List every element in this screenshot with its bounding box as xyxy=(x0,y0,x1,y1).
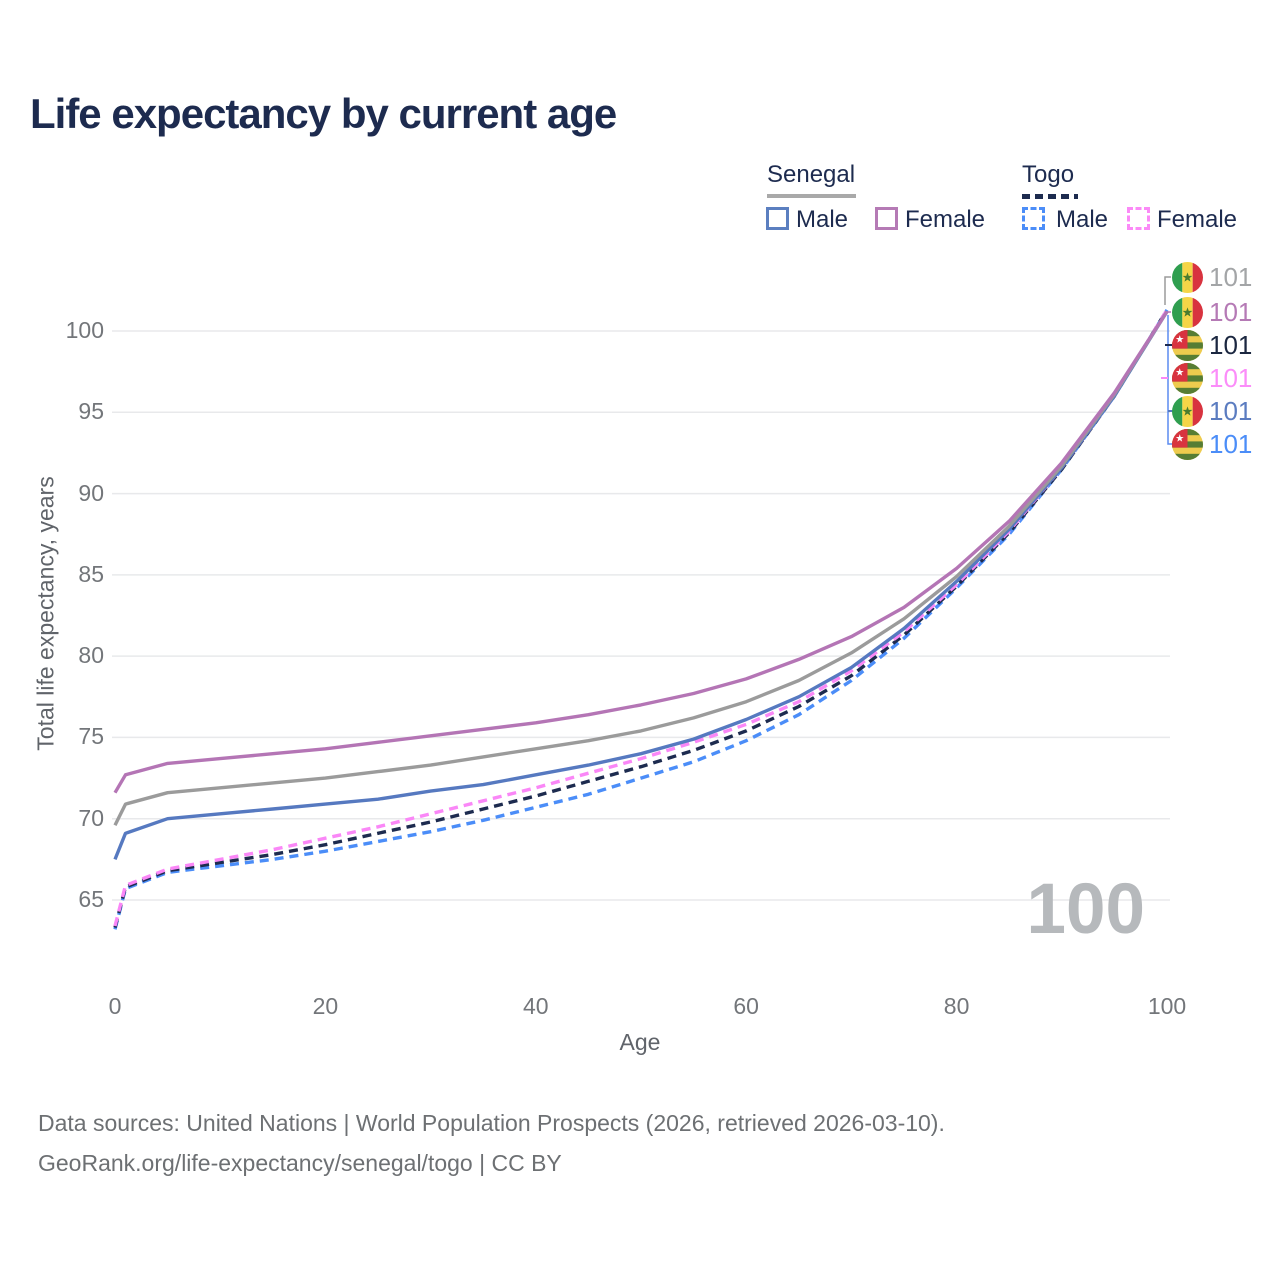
togo-flag-icon xyxy=(1172,330,1203,361)
x-axis-title: Age xyxy=(619,1029,661,1055)
end-label-value: 101 xyxy=(1209,363,1253,393)
x-tick-label: 80 xyxy=(943,993,970,1019)
series-line-togo-male xyxy=(113,309,1169,930)
legend-swatch-senegal-female-icon[interactable] xyxy=(875,207,898,230)
legend-swatch-togo-female-icon[interactable] xyxy=(1127,207,1150,230)
y-tick-label: 70 xyxy=(78,804,104,831)
page-title: Life expectancy by current age xyxy=(30,90,617,137)
footer-attribution: GeoRank.org/life-expectancy/senegal/togo… xyxy=(38,1150,562,1176)
leader-line xyxy=(1164,276,1171,305)
leader-line xyxy=(1167,315,1172,445)
legend-group-senegal[interactable]: Senegal xyxy=(767,161,856,188)
togo-flag-icon xyxy=(1172,363,1203,394)
legend-group-togo[interactable]: Togo xyxy=(1022,161,1075,188)
x-tick-label: 20 xyxy=(312,993,339,1019)
legend-label-senegal-female[interactable]: Female xyxy=(905,206,986,233)
end-label-value: 101 xyxy=(1209,330,1253,360)
y-tick-label: 100 xyxy=(65,317,104,343)
end-label-value: 101 xyxy=(1209,429,1253,459)
legend-swatch-togo-male-icon[interactable] xyxy=(1022,207,1045,230)
y-tick-label: 65 xyxy=(78,886,104,912)
y-tick-label: 90 xyxy=(78,479,104,506)
x-tick-label: 40 xyxy=(523,993,549,1019)
y-tick-label: 85 xyxy=(78,560,104,587)
end-label-value: 101 xyxy=(1209,262,1253,292)
footer-data-sources: Data sources: United Nations | World Pop… xyxy=(38,1110,945,1136)
end-label-row: 101 xyxy=(1172,362,1252,394)
legend-togo-line-sample xyxy=(1022,194,1078,199)
x-tick-label: 100 xyxy=(1147,993,1187,1019)
end-label-value: 101 xyxy=(1209,297,1253,327)
senegal-flag-icon xyxy=(1172,396,1203,427)
end-label-value: 101 xyxy=(1209,396,1253,426)
end-label-row: 101 xyxy=(1172,428,1252,460)
series-line-senegal-female xyxy=(113,310,1169,794)
y-tick-label: 80 xyxy=(78,642,104,669)
series-line-togo-female xyxy=(113,309,1169,927)
series-line-senegal-male xyxy=(113,310,1169,861)
legend-label-togo-female[interactable]: Female xyxy=(1157,206,1238,233)
y-tick-label: 75 xyxy=(78,723,104,750)
end-label-row: 101 xyxy=(1172,261,1252,293)
end-label-row: 101 xyxy=(1172,329,1252,361)
senegal-flag-icon xyxy=(1172,297,1203,328)
series-line-senegal xyxy=(113,310,1169,826)
legend-senegal-line-sample xyxy=(767,194,856,198)
end-label-row: 101 xyxy=(1172,296,1252,328)
series-line-togo xyxy=(113,309,1169,929)
current-age-indicator: 100 xyxy=(1026,870,1145,949)
legend-label-togo-male[interactable]: Male xyxy=(1056,206,1109,233)
x-tick-label: 60 xyxy=(733,993,759,1019)
togo-flag-icon xyxy=(1172,429,1203,460)
senegal-flag-icon xyxy=(1172,262,1203,293)
legend-label-senegal-male[interactable]: Male xyxy=(796,206,849,233)
y-tick-label: 95 xyxy=(78,398,104,425)
legend-swatch-senegal-male-icon[interactable] xyxy=(766,207,789,230)
end-label-row: 101 xyxy=(1172,395,1252,427)
x-tick-label: 0 xyxy=(108,993,122,1019)
y-axis-title: Total life expectancy, years xyxy=(32,476,59,751)
